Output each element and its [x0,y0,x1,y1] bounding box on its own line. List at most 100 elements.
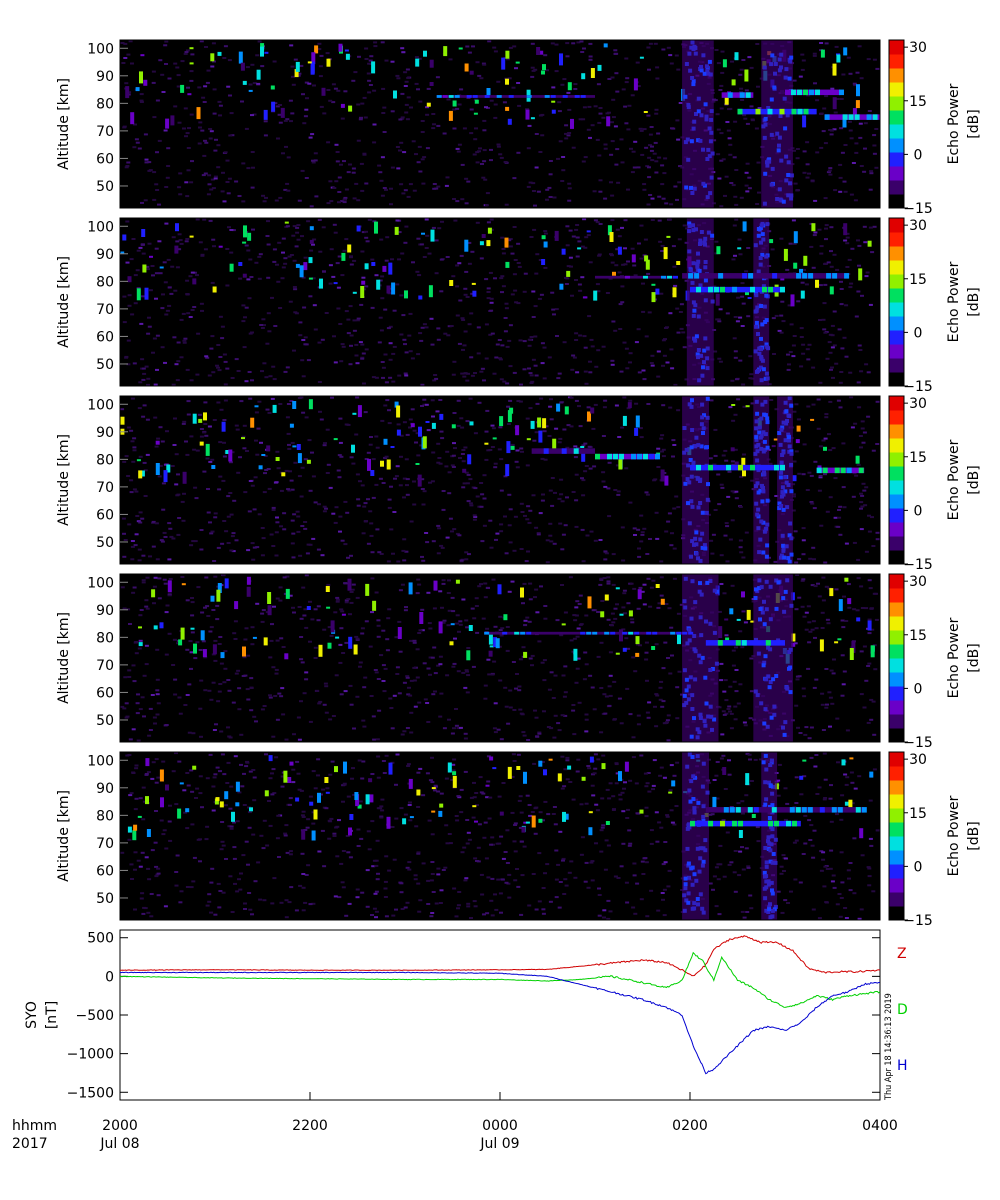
colorbar-unit: [dB] [966,465,982,494]
colorbar-tick-label: 15 [909,628,927,644]
colorbar-tick-label: −15 [903,913,933,929]
mag-y-axis-label: SYO [24,1001,40,1029]
colorbar-unit: [dB] [966,287,982,316]
time-tick-label: 0400 [862,1118,898,1134]
colorbar-tick-label: 0 [914,681,923,697]
y-tick-label: 80 [96,808,114,824]
radar-panel-3: 100 90 80 70 60 50 Altitude [km] 30 15 0 −15 Echo P… [56,395,982,573]
colorbar-label: Echo Power [946,617,962,698]
disturbance-column [761,40,794,208]
echo-layer [705,640,785,646]
y-axis-label: Altitude [km] [56,790,72,882]
disturbance-column [686,218,715,386]
plot-frame [119,751,881,921]
colorbar-tick-label: −15 [903,201,933,217]
noise-texture [120,574,879,742]
echo-layer [531,448,595,454]
noise-texture [120,396,880,564]
y-tick-label: 50 [96,179,114,195]
y-tick-label: 90 [96,247,114,263]
disturbance-column [753,218,771,386]
date-tick-label: Jul 09 [479,1136,519,1152]
echo-layer [737,108,817,115]
colorbar-tick-label: 30 [909,218,927,234]
mag-y-axis-unit: [nT] [44,1001,60,1029]
y-axis-label: Altitude [km] [56,256,72,348]
mag-y-tick-label: −1000 [67,1047,114,1063]
y-tick-label: 50 [96,535,114,551]
time-tick-label: 2000 [102,1118,138,1134]
colorbar: 30 15 0 −15 Echo Power [dB] [888,217,982,395]
colorbar-tick-label: 15 [909,94,927,110]
y-tick-label: 50 [96,357,114,373]
disturbance-column [761,752,778,920]
colorbar-label: Echo Power [946,439,962,520]
colorbar-tick-label: 0 [914,859,923,875]
echo-layer [484,631,694,635]
mag-plot-frame [119,929,881,1101]
radar-panel-2: 100 90 80 70 60 50 Altitude [km] 30 15 0 −15 Echo P… [56,217,982,395]
legend-h: H [897,1058,908,1074]
colorbar-tick-label: 30 [909,40,927,56]
y-tick-label: 90 [96,425,114,441]
colorbar-tick-label: 30 [909,574,927,590]
y-tick-label: 70 [96,124,114,140]
y-axis-label: Altitude [km] [56,434,72,526]
echo-speckles [120,221,872,307]
y-tick-label: 100 [87,753,114,769]
y-tick-label: 100 [87,575,114,591]
disturbance-column [777,396,794,564]
mag-y-tick-label: 500 [87,931,114,947]
time-tick-label: 0000 [482,1118,518,1134]
time-axis-row1-label: hhmm [12,1118,57,1134]
time-axis-row2-label: 2017 [12,1136,48,1152]
plot-frame [119,573,881,743]
date-tick-label: Jul 08 [99,1136,139,1152]
y-tick-label: 70 [96,302,114,318]
echo-layer [705,807,867,813]
y-tick-label: 50 [96,713,114,729]
colorbar-unit: [dB] [966,109,982,138]
mag-y-tick-label: −500 [76,1008,114,1024]
magnetometer-panel: 500 0 −500 −1000 −1500 SYO [nT] Z D H [24,929,908,1101]
radar-panel-4: 100 90 80 70 60 50 Altitude [km] 30 15 0 −15 Echo P… [56,573,982,751]
disturbance-column [753,574,794,742]
y-tick-label: 60 [96,863,114,879]
mag-y-tick-label: −1500 [67,1085,114,1101]
series-line-z [120,935,881,977]
colorbar: 30 15 0 −15 Echo Power [dB] [888,573,982,751]
colorbar: 30 15 0 −15 Echo Power [dB] [888,751,982,929]
echo-layer [436,95,595,98]
colorbar-unit: [dB] [966,821,982,850]
y-tick-label: 80 [96,96,114,112]
mag-y-tick-label: 0 [105,969,114,985]
y-axis-label: Altitude [km] [56,612,72,704]
echo-speckles [127,755,874,841]
y-tick-label: 80 [96,630,114,646]
y-tick-label: 60 [96,685,114,701]
disturbance-column [682,574,719,742]
radar-panels: 100 90 80 70 60 50 Altitude [km] 30 15 0 −15 Echo P… [56,39,982,929]
disturbance-column [682,396,710,564]
echo-layer [816,467,865,474]
y-tick-label: 70 [96,836,114,852]
y-tick-label: 90 [96,69,114,85]
echo-layer [824,114,880,120]
colorbar-label: Echo Power [946,795,962,876]
colorbar-tick-label: −15 [903,735,933,751]
y-axis-label: Altitude [km] [56,78,72,170]
y-tick-label: 90 [96,781,114,797]
echo-layer [682,273,850,279]
plot-frame [119,217,881,387]
echo-layer [690,464,785,471]
y-tick-label: 50 [96,891,114,907]
plot-frame [119,39,881,209]
plot-frame [119,395,881,565]
series-line-h [119,971,880,1075]
y-tick-label: 70 [96,480,114,496]
y-tick-label: 80 [96,274,114,290]
time-tick-label: 2200 [292,1118,328,1134]
echo-speckles [125,43,860,129]
echo-layer [595,275,678,279]
